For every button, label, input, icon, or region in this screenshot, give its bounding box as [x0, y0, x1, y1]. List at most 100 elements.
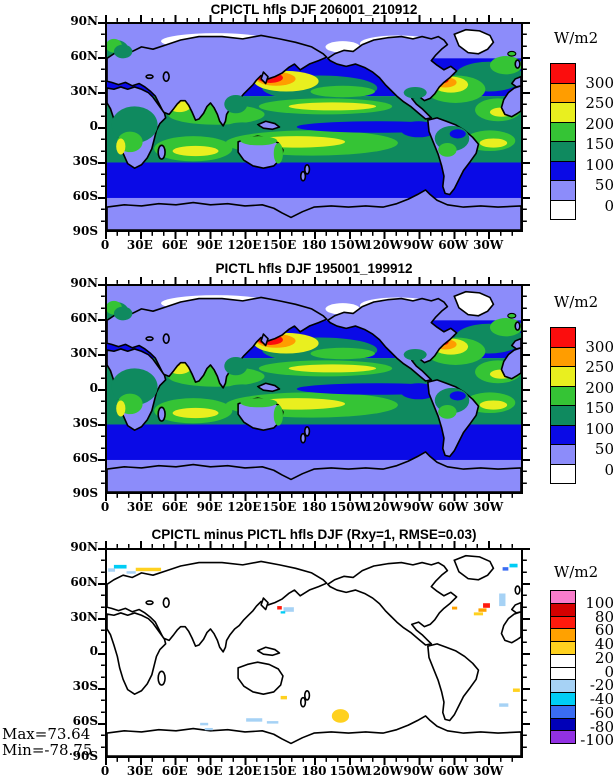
- y-axis-labels: 90N 60N 30N 0 30S 60S 90S: [64, 14, 98, 238]
- x-tick-label: 120E: [227, 500, 262, 514]
- x-tick-label: 150W: [329, 500, 369, 514]
- y-tick-label: 60N: [70, 311, 98, 325]
- colorbar-tick-label: 40: [594, 635, 614, 653]
- y-axis-ticks-left: [98, 548, 105, 758]
- y-tick-label: 30S: [72, 416, 98, 430]
- colorbar-swatches: [550, 590, 576, 744]
- y-axis-labels: 90N 60N 30N 0 30S 60S 90S: [64, 276, 98, 500]
- colorbar-tick-label: -80: [589, 717, 614, 736]
- x-tick-label: 150E: [262, 764, 297, 778]
- max-value-label: Max=73.64: [2, 725, 91, 743]
- y-tick-label: 0: [89, 119, 98, 133]
- y-tick-label: 60S: [72, 714, 98, 729]
- x-tick-label: 60W: [438, 238, 469, 252]
- y-axis-ticks-left: [98, 284, 105, 494]
- x-tick-label: 30W: [473, 238, 504, 252]
- y-tick-label: 60S: [72, 451, 98, 465]
- colorbar-swatch: [550, 366, 576, 387]
- panel-title: CPICTL hfls DJF 206001_210912: [210, 2, 418, 17]
- world-map-contour-field: [107, 24, 521, 230]
- colorbar-tick-label: 0: [604, 662, 614, 681]
- panel-title: CPICTL minus PICTL hfls DJF (Rxy=1, RMSE…: [151, 527, 477, 542]
- x-axis-ticks-top: [105, 541, 523, 548]
- colorbar-tick-label: -20: [589, 676, 614, 695]
- x-tick-label: 30E: [126, 238, 153, 252]
- colorbar-tick-label: 200: [585, 114, 614, 133]
- colorbar-swatch: [550, 653, 576, 668]
- colorbar-tick-label: 50: [594, 440, 614, 458]
- y-axis-ticks-right: [523, 284, 530, 494]
- x-axis-labels: 0 30E 60E 90E 120E 150E 180 150W 120W 90W 60W 30W: [101, 500, 523, 514]
- colorbar-swatch: [550, 160, 576, 181]
- x-tick-label: 180: [301, 764, 327, 778]
- colorbar-tick-label: 150: [585, 135, 614, 153]
- y-tick-label: 30N: [70, 84, 98, 98]
- colorbar-tick-label: -40: [589, 690, 614, 708]
- x-tick-label: 30W: [473, 764, 504, 778]
- colorbar-swatch: [550, 82, 576, 103]
- world-map-difference: [105, 548, 523, 758]
- x-tick-label: 180: [301, 500, 327, 514]
- colorbar-swatch: [550, 679, 576, 693]
- colorbar-swatch: [550, 717, 576, 732]
- y-axis-ticks-left: [98, 22, 105, 232]
- y-axis-ticks-right: [523, 548, 530, 758]
- colorbar-swatch: [550, 641, 576, 655]
- x-tick-label: 60E: [161, 764, 188, 778]
- x-tick-label: 30W: [473, 500, 504, 514]
- colorbar-swatches: [550, 63, 576, 220]
- y-tick-label: 30S: [72, 154, 98, 168]
- y-tick-label: 90S: [72, 224, 98, 238]
- colorbar-swatch: [550, 141, 576, 162]
- colorbar-units-label: W/m2: [553, 563, 599, 581]
- x-tick-label: 60W: [438, 500, 469, 514]
- min-value-label: Min=-78.75: [2, 741, 93, 759]
- colorbar-tick-label: 80: [594, 607, 614, 626]
- colorbar-units-label: W/m2: [553, 293, 599, 311]
- colorbar-tick-label: -60: [589, 703, 614, 722]
- colorbar-swatch: [550, 121, 576, 142]
- x-tick-label: 120W: [364, 238, 403, 252]
- x-tick-label: 120W: [364, 500, 403, 514]
- y-tick-label: 30N: [70, 346, 98, 360]
- difference-anomaly-specks: [108, 563, 520, 731]
- colorbar-tick-label: 250: [585, 358, 614, 376]
- y-tick-label: 60N: [70, 49, 98, 63]
- colorbar-swatch: [550, 385, 576, 406]
- world-map-pictl: [105, 284, 523, 494]
- x-tick-label: 120W: [364, 764, 403, 778]
- y-axis-labels: 90N 60N 30N 0 30S 60S 90S: [64, 540, 98, 763]
- x-tick-label: 60E: [161, 500, 188, 514]
- colorbar-swatch: [550, 405, 576, 426]
- colorbar-swatch: [550, 730, 576, 744]
- x-tick-label: 120E: [227, 764, 262, 778]
- colorbar-swatch: [550, 615, 576, 630]
- x-tick-label: 150E: [262, 500, 297, 514]
- y-tick-label: 60N: [70, 574, 98, 589]
- x-tick-label: 90E: [196, 238, 223, 252]
- x-axis-ticks-top: [105, 277, 523, 284]
- y-tick-label: 90N: [70, 14, 98, 28]
- x-tick-label: 150W: [329, 238, 369, 252]
- colorbar-swatch: [550, 704, 576, 719]
- colorbar-swatch: [550, 199, 576, 220]
- colorbar-swatch: [550, 444, 576, 465]
- colorbar-tick-label: 100: [585, 419, 614, 438]
- colorbar-tick-label: 200: [585, 378, 614, 397]
- x-tick-label: 90W: [403, 500, 434, 514]
- x-tick-label: 0: [100, 764, 110, 778]
- world-map-contour-field: [107, 286, 521, 492]
- x-tick-label: 0: [100, 500, 110, 514]
- colorbar-swatch: [550, 180, 576, 201]
- y-tick-label: 90S: [72, 486, 98, 500]
- colorbar-swatch: [550, 692, 576, 706]
- y-tick-label: 30S: [72, 679, 98, 694]
- colorbar-tick-label: 150: [585, 399, 614, 417]
- x-tick-label: 150W: [329, 764, 369, 778]
- colorbar-tick-label: 50: [594, 176, 614, 194]
- map-plot: 0 30E 60E 90E 120E 150E 180 150W 120W 90W 60W 30W 9…: [70, 14, 530, 252]
- colorbar-swatch: [550, 590, 576, 604]
- colorbar-swatch: [550, 63, 576, 84]
- colorbar-tick-label: 100: [585, 155, 614, 174]
